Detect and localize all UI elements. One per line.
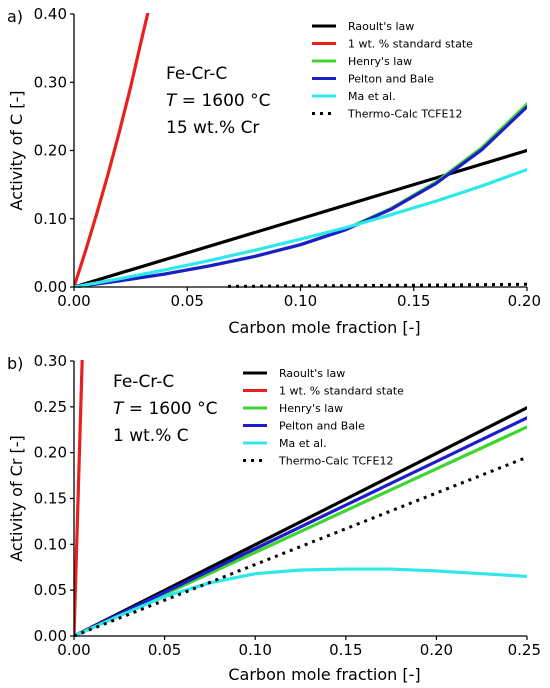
x-tick-label: 0.05 [171, 292, 204, 310]
y-axis-title: Activity of Cr [-] [7, 435, 26, 562]
series-line-raoult-s-law [74, 148, 527, 288]
series-line-ma-et-al- [74, 168, 527, 288]
chart-panel-2: 0.00 0.05 0.10 0.15 0.20 0.25 0.30 0.00 0.05 0.10… [7, 352, 541, 684]
annotation-composition: 1 wt.% C [113, 426, 189, 446]
legend-label: Thermo-Calc TCFE12 [278, 455, 393, 468]
chart-panel-1: 0.00 0.10 0.20 0.30 0.40 0.00 0.05 0.10 0.15 0.20… [7, 5, 541, 337]
annotation-temperature: T = 1600 °C [113, 399, 217, 419]
y-axis-title: Activity of C [-] [7, 91, 26, 211]
x-axis-title: Carbon mole fraction [-] [228, 665, 420, 684]
legend-label: Pelton and Bale [279, 420, 365, 433]
x-tick-label: 0.00 [57, 641, 90, 659]
legend: Raoult's law 1 wt. % standard state Henry'… [312, 20, 473, 121]
legend-label: 1 wt. % standard state [348, 38, 473, 51]
x-tick-label: 0.10 [284, 292, 317, 310]
x-tick-label: 0.20 [508, 292, 541, 310]
legend-label: Ma et al. [348, 90, 396, 103]
y-tick-label: 0.40 [34, 5, 67, 23]
y-tick-label: 0.30 [34, 352, 67, 370]
y-tick-label: 0.00 [34, 627, 67, 645]
annotation-system: Fe-Cr-C [113, 372, 174, 392]
y-tick-label: 0.30 [34, 73, 67, 91]
series-line-thermo-calc-tcfe12 [228, 282, 527, 288]
annotation-composition: 15 wt.% Cr [166, 118, 259, 138]
y-tick-label: 0.05 [34, 581, 67, 599]
legend-label: Raoult's law [279, 367, 345, 380]
legend-label: Ma et al. [279, 437, 327, 450]
annotation-temperature: T = 1600 °C [166, 91, 270, 111]
y-tick-label: 0.00 [34, 278, 67, 296]
y-tick-label: 0.15 [34, 490, 67, 508]
legend-label: 1 wt. % standard state [279, 385, 404, 398]
x-tick-label: 0.25 [508, 641, 541, 659]
series-line-1-wt-standard-state [74, 13, 150, 288]
x-tick-label: 0.05 [148, 641, 181, 659]
x-tick-label: 0.15 [329, 641, 362, 659]
y-tick-label: 0.20 [34, 142, 67, 160]
y-tick-label: 0.10 [34, 535, 67, 553]
y-tick-label: 0.20 [34, 444, 67, 462]
y-tick-label: 0.25 [34, 398, 67, 416]
legend-label: Pelton and Bale [348, 73, 434, 86]
x-tick-label: 0.10 [238, 641, 271, 659]
legend-label: Henry's law [279, 402, 343, 415]
legend-label: Thermo-Calc TCFE12 [347, 108, 462, 121]
x-axis-title: Carbon mole fraction [-] [228, 318, 420, 337]
x-tick-label: 0.15 [397, 292, 430, 310]
legend-label: Henry's law [348, 55, 412, 68]
legend: Raoult's law 1 wt. % standard state Henry'… [243, 367, 404, 468]
x-tick-label: 0.20 [420, 641, 453, 659]
series-line-thermo-calc-tcfe12 [74, 455, 527, 637]
series-line-1-wt-standard-state [74, 360, 84, 637]
y-tick-label: 0.10 [34, 210, 67, 228]
series-line-pelton-and-bale [74, 105, 527, 288]
panel-label: b) [7, 354, 23, 373]
panel-label: a) [7, 7, 23, 26]
x-tick-label: 0.00 [57, 292, 90, 310]
legend-label: Raoult's law [348, 20, 414, 33]
series-line-henry-s-law [74, 102, 527, 288]
annotation-system: Fe-Cr-C [166, 64, 227, 84]
series-line-pelton-and-bale [74, 416, 527, 637]
series-line-ma-et-al- [74, 567, 527, 637]
